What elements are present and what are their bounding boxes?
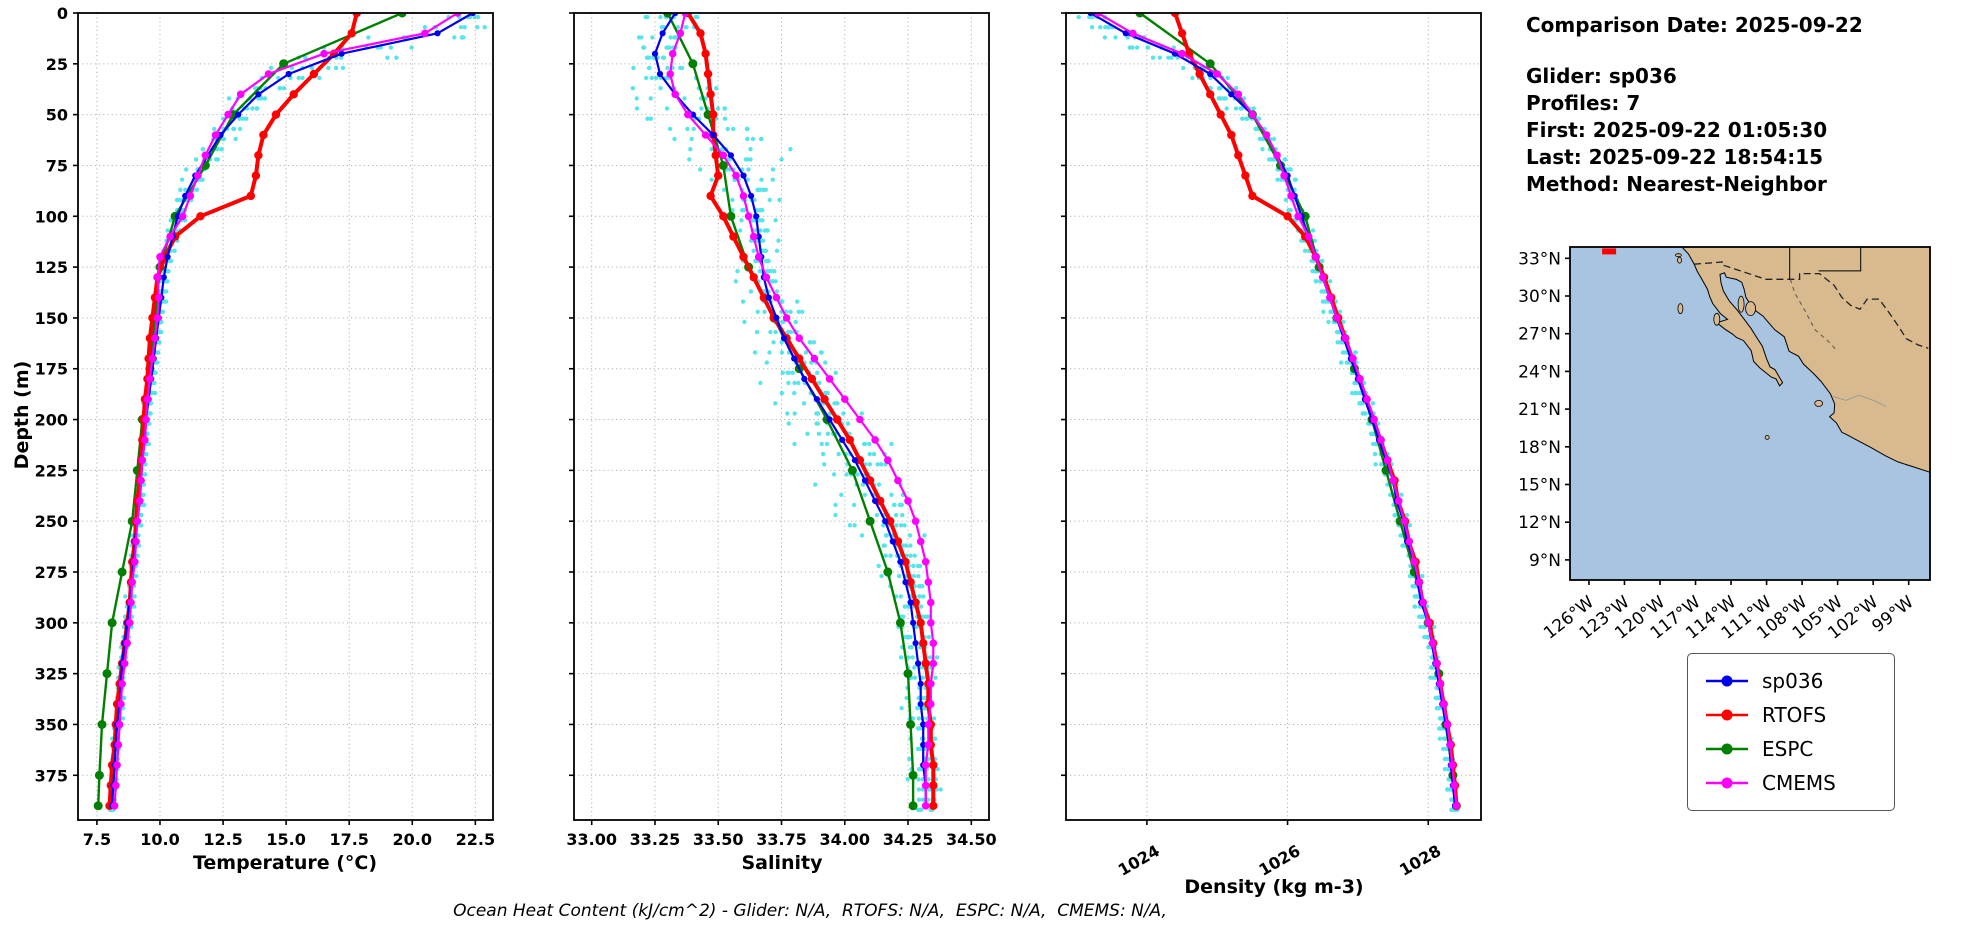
island bbox=[1745, 301, 1756, 317]
temperature-panel: 7.5 10.0 12.5 15.0 17.5 20.0 22.5 0 25 50 75 100 125… bbox=[35, 4, 495, 849]
state-border-nm-tx bbox=[1818, 247, 1862, 272]
map-lat-label: 18°N bbox=[1518, 438, 1561, 458]
island bbox=[1675, 253, 1682, 258]
comparison-date-line: Comparison Date: 2025-09-22 bbox=[1526, 13, 1863, 37]
glider-line: Glider: sp036 bbox=[1526, 64, 1677, 88]
map-lat-label: 21°N bbox=[1518, 400, 1561, 420]
legend-line-marker-icon bbox=[1706, 777, 1748, 789]
map-lat-label: 24°N bbox=[1518, 362, 1561, 382]
x-tick-label: 10.0 bbox=[140, 830, 179, 849]
legend: sp036 RTOFS ESPC CMEMS bbox=[1687, 653, 1895, 811]
y-tick-label: 275 bbox=[35, 563, 68, 582]
x-tick-label: 33.00 bbox=[566, 830, 617, 849]
y-tick-label: 75 bbox=[46, 156, 68, 175]
location-map-panel: 33°N30°N27°N24°N21°N18°N15°N12°N9°N126°W… bbox=[1518, 246, 1931, 644]
y-tick-label: 50 bbox=[46, 106, 68, 125]
y-tick-label: 0 bbox=[57, 4, 68, 23]
series-RTOFS-density bbox=[1170, 13, 1461, 810]
x-tick-label: 20.0 bbox=[393, 830, 432, 849]
x-tick-label: 1024 bbox=[1115, 841, 1163, 880]
y-tick-label: 375 bbox=[35, 766, 68, 785]
ocean-heat-content-note: Ocean Heat Content (kJ/cm^2) - Glider: N… bbox=[453, 901, 1167, 921]
x-tick-label: 34.50 bbox=[946, 830, 997, 849]
y-tick-label: 225 bbox=[35, 461, 68, 480]
y-tick-label: 300 bbox=[35, 614, 68, 633]
metadata-panel: Comparison Date: 2025-09-22 Glider: sp03… bbox=[1526, 12, 1863, 198]
series-CMEMS-temperature bbox=[110, 13, 462, 810]
glider-scatter-points bbox=[107, 14, 487, 812]
x-tick-label: 34.25 bbox=[883, 830, 934, 849]
first-time-line: First: 2025-09-22 01:05:30 bbox=[1526, 118, 1828, 142]
x-tick-label: 34.00 bbox=[819, 830, 870, 849]
x-axis-label-salinity: Salinity bbox=[741, 852, 823, 874]
series-sp036-temperature bbox=[109, 13, 476, 809]
y-tick-label: 175 bbox=[35, 360, 68, 379]
last-time-line: Last: 2025-09-22 18:54:15 bbox=[1526, 145, 1824, 169]
x-tick-label: 17.5 bbox=[329, 830, 368, 849]
y-tick-label: 325 bbox=[35, 665, 68, 684]
island bbox=[1677, 303, 1684, 315]
y-tick-label: 200 bbox=[35, 411, 68, 430]
x-tick-label: 12.5 bbox=[203, 830, 242, 849]
series-CMEMS-density bbox=[1093, 13, 1461, 810]
series-sp036-density bbox=[1087, 13, 1459, 809]
island bbox=[1814, 399, 1824, 407]
x-tick-label: 22.5 bbox=[456, 830, 495, 849]
map-lat-label: 33°N bbox=[1518, 249, 1561, 269]
legend-label: sp036 bbox=[1762, 669, 1824, 693]
us-mexico-border bbox=[1694, 261, 1929, 349]
x-tick-label: 7.5 bbox=[83, 830, 111, 849]
legend-label: RTOFS bbox=[1762, 703, 1827, 727]
series-ESPC-density bbox=[1135, 13, 1461, 811]
legend-label: ESPC bbox=[1762, 737, 1814, 761]
map-lat-label: 12°N bbox=[1518, 513, 1561, 533]
y-tick-label: 100 bbox=[35, 207, 68, 226]
island bbox=[1764, 434, 1770, 440]
x-tick-label: 33.25 bbox=[630, 830, 681, 849]
island bbox=[1737, 295, 1745, 313]
glider-position-marker bbox=[1602, 248, 1617, 255]
y-tick-label: 150 bbox=[35, 309, 68, 328]
legend-item-sp036: sp036 bbox=[1704, 664, 1878, 698]
island bbox=[1713, 312, 1721, 326]
x-axis-label-temperature: Temperature (°C) bbox=[192, 852, 378, 874]
salinity-panel: 33.00 33.25 33.50 33.75 34.00 34.25 34.50 bbox=[566, 12, 997, 849]
legend-line-marker-icon bbox=[1706, 743, 1748, 755]
island bbox=[1677, 256, 1682, 264]
series-CMEMS-salinity bbox=[666, 13, 938, 810]
density-panel: 1024 1026 1028 bbox=[1061, 12, 1482, 880]
river-lerma-santiago bbox=[1832, 394, 1887, 408]
legend-item-RTOFS: RTOFS bbox=[1704, 698, 1878, 732]
y-tick-label: 350 bbox=[35, 715, 68, 734]
y-tick-label: 250 bbox=[35, 512, 68, 531]
legend-line-marker-icon bbox=[1706, 675, 1748, 687]
legend-line-marker-icon bbox=[1706, 709, 1748, 721]
map-lat-label: 15°N bbox=[1518, 475, 1561, 495]
legend-label: CMEMS bbox=[1762, 771, 1836, 795]
series-ESPC-temperature bbox=[93, 13, 407, 811]
map-lat-label: 27°N bbox=[1518, 325, 1561, 345]
x-tick-label: 33.75 bbox=[756, 830, 807, 849]
legend-item-CMEMS: CMEMS bbox=[1704, 766, 1878, 800]
y-axis-label-depth: Depth (m) bbox=[11, 360, 33, 470]
profiles-line: Profiles: 7 bbox=[1526, 91, 1641, 115]
x-tick-label: 1026 bbox=[1256, 841, 1304, 880]
series-RTOFS-salinity bbox=[683, 13, 938, 810]
y-tick-label: 25 bbox=[46, 55, 68, 74]
x-axis-label-density: Density (kg m-3) bbox=[1184, 876, 1364, 898]
map-lon-label: 99°W bbox=[1868, 592, 1917, 637]
y-tick-label: 125 bbox=[35, 258, 68, 277]
map-lat-label: 30°N bbox=[1518, 287, 1561, 307]
map-lat-label: 9°N bbox=[1529, 551, 1561, 571]
method-line: Method: Nearest-Neighbor bbox=[1526, 172, 1827, 196]
x-tick-label: 15.0 bbox=[266, 830, 305, 849]
x-tick-label: 1028 bbox=[1396, 841, 1444, 880]
x-tick-label: 33.50 bbox=[693, 830, 744, 849]
glider-scatter-points bbox=[630, 14, 943, 812]
legend-item-ESPC: ESPC bbox=[1704, 732, 1878, 766]
